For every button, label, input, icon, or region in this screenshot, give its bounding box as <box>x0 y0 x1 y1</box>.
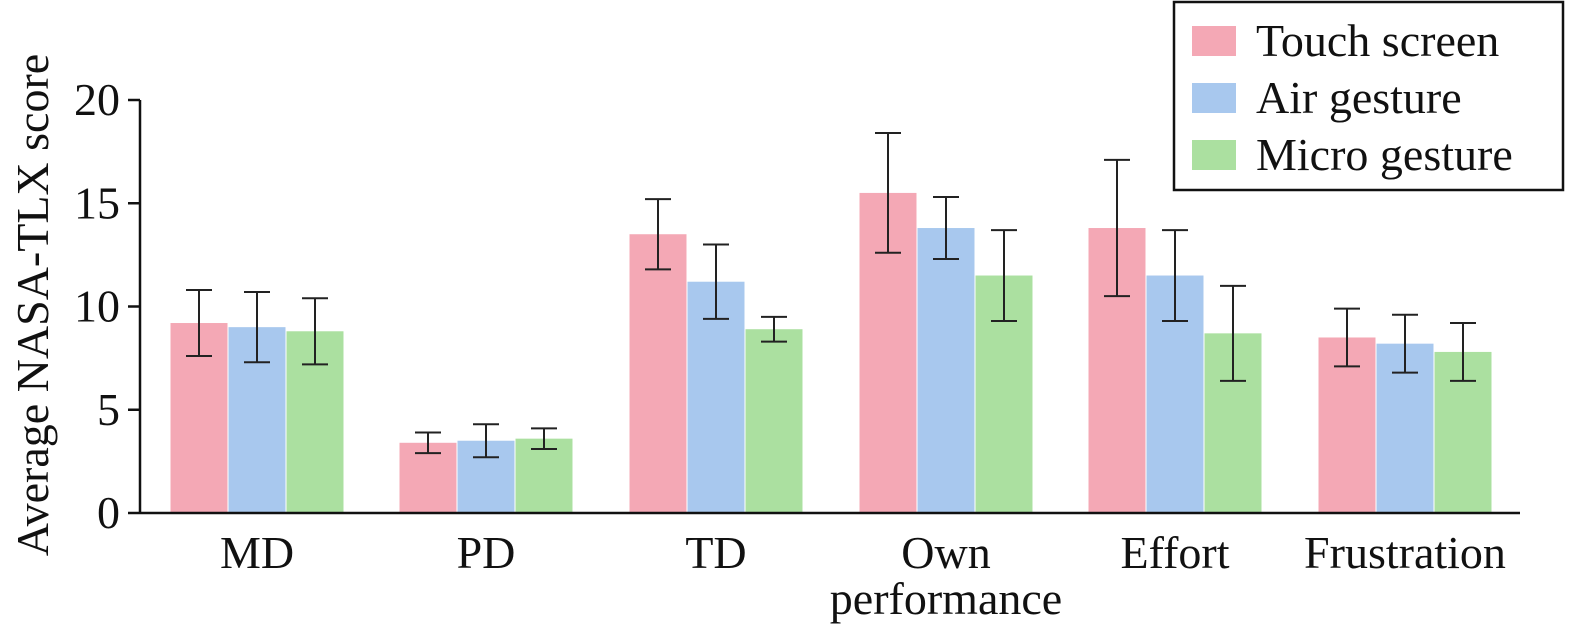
y-tick-label: 0 <box>97 487 120 538</box>
y-tick-label: 20 <box>74 74 120 125</box>
x-tick-label-line: TD <box>685 527 746 578</box>
x-tick-label: PD <box>457 527 516 578</box>
legend-label: Micro gesture <box>1256 129 1513 180</box>
x-tick-label-line: Own <box>901 527 990 578</box>
bar <box>629 234 687 513</box>
legend-label: Touch screen <box>1256 15 1499 66</box>
x-tick-label-line: performance <box>830 573 1062 624</box>
legend-label: Air gesture <box>1256 72 1462 123</box>
bar <box>917 228 975 513</box>
legend-swatch <box>1192 83 1236 113</box>
y-tick-label: 15 <box>74 177 120 228</box>
y-axis-label: Average NASA-TLX score <box>7 54 58 556</box>
legend-swatch <box>1192 140 1236 170</box>
y-tick-label: 10 <box>74 281 120 332</box>
legend-swatch <box>1192 26 1236 56</box>
x-tick-label: Effort <box>1120 527 1229 578</box>
bars-layer <box>170 192 1492 514</box>
y-tick-label: 5 <box>97 384 120 435</box>
legend-box <box>1172 0 1565 192</box>
bar <box>399 442 457 513</box>
x-tick-label-line: MD <box>220 527 294 578</box>
axes-layer: 0 5 10 15 20 MD PD TD Own performance Effort Frustr… <box>74 74 1520 624</box>
bar <box>745 329 803 513</box>
bar <box>515 438 573 513</box>
x-tick-label: MD <box>220 527 294 578</box>
x-tick-label-line: Effort <box>1120 527 1229 578</box>
x-tick-label: Own performance <box>830 527 1062 624</box>
x-tick-label-line: PD <box>457 527 516 578</box>
legend: Touch screen Air gesture Micro gesture <box>1172 0 1565 192</box>
x-tick-label: TD <box>685 527 746 578</box>
bar <box>687 281 745 513</box>
error-bars-layer <box>186 132 1476 459</box>
x-tick-label: Frustration <box>1304 527 1506 578</box>
x-tick-label-line: Frustration <box>1304 527 1506 578</box>
